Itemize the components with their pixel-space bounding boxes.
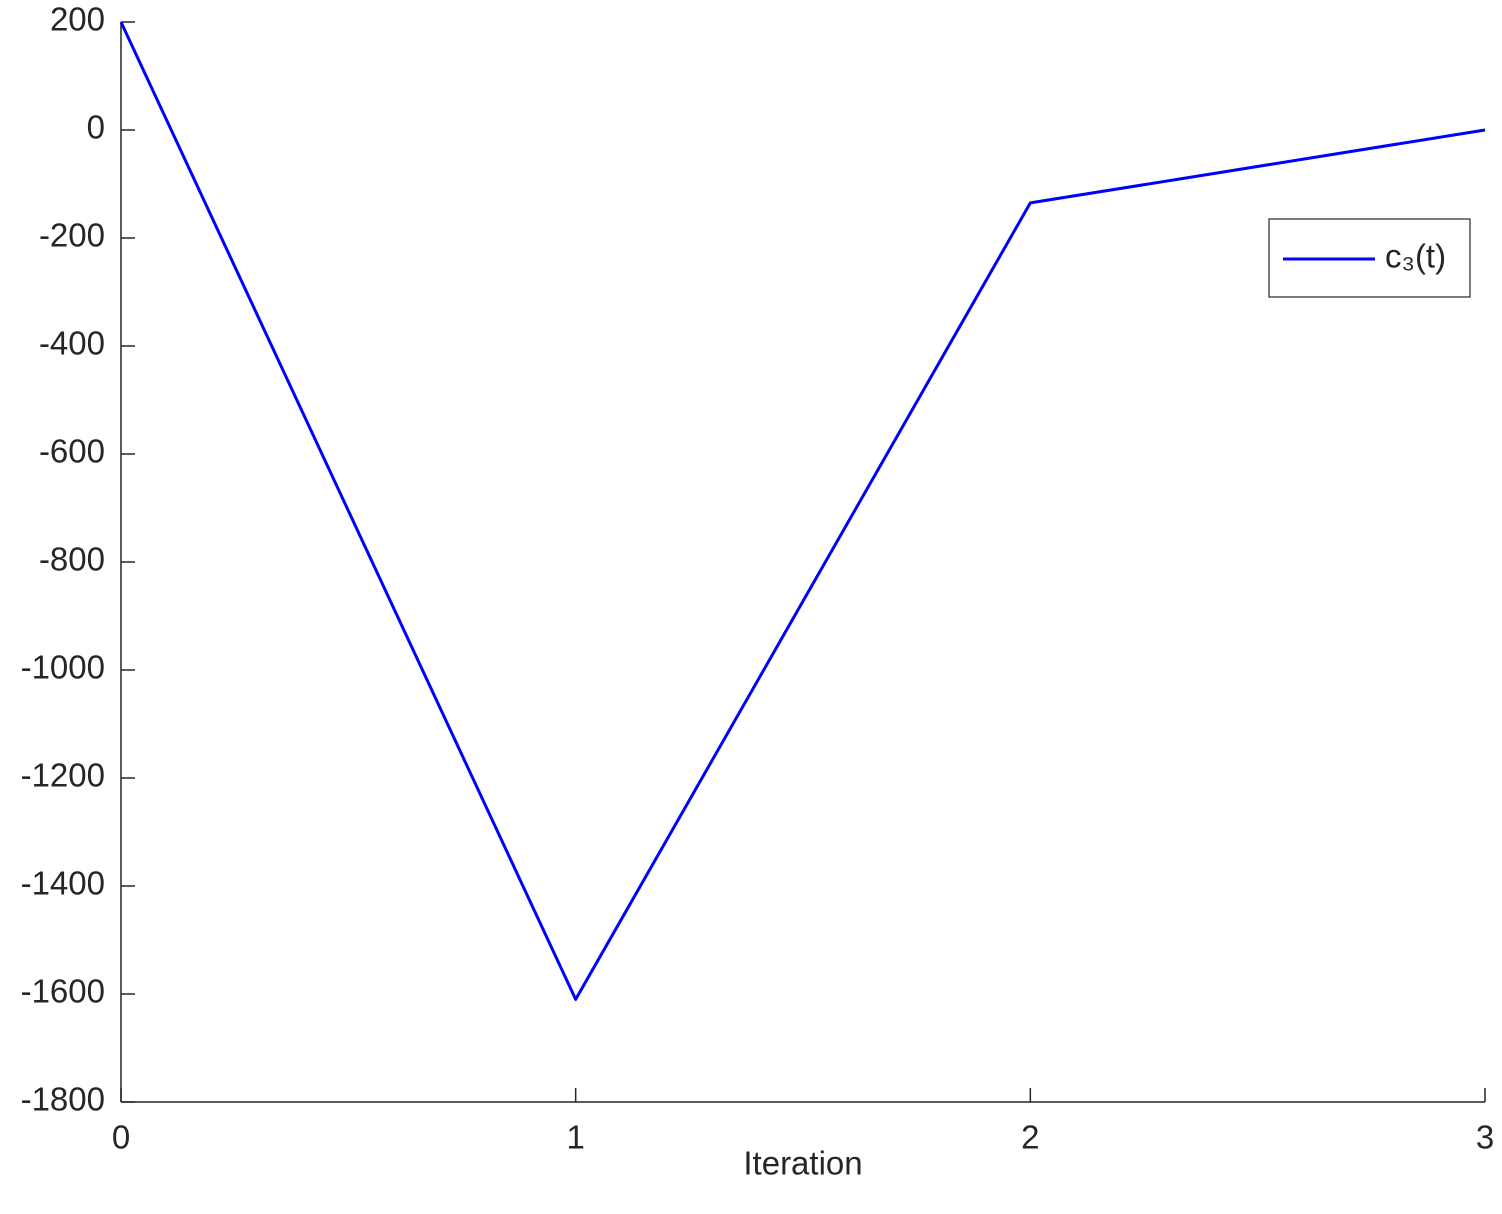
x-tick-label: 3 [1476,1119,1494,1156]
y-tick-label: -1600 [21,973,105,1010]
y-tick-label: 0 [87,109,105,146]
data-line [119,21,1486,1001]
y-tick-label: 200 [50,1,105,38]
x-tick-label: 2 [1021,1119,1039,1156]
y-tick-label: -200 [39,217,105,254]
y-tick-label: -600 [39,433,105,470]
y-tick-label: -1800 [21,1081,105,1118]
x-tick-label: 0 [112,1119,130,1156]
y-tick-label: -400 [39,325,105,362]
x-axis-label: Iteration [743,1145,862,1182]
y-tick-label: -1000 [21,649,105,686]
y-tick-label: -1200 [21,757,105,794]
x-tick-label: 1 [566,1119,584,1156]
y-tick-label: -800 [39,541,105,578]
y-tick-label: -1400 [21,865,105,902]
legend-label: c₃(t) [1385,238,1446,275]
